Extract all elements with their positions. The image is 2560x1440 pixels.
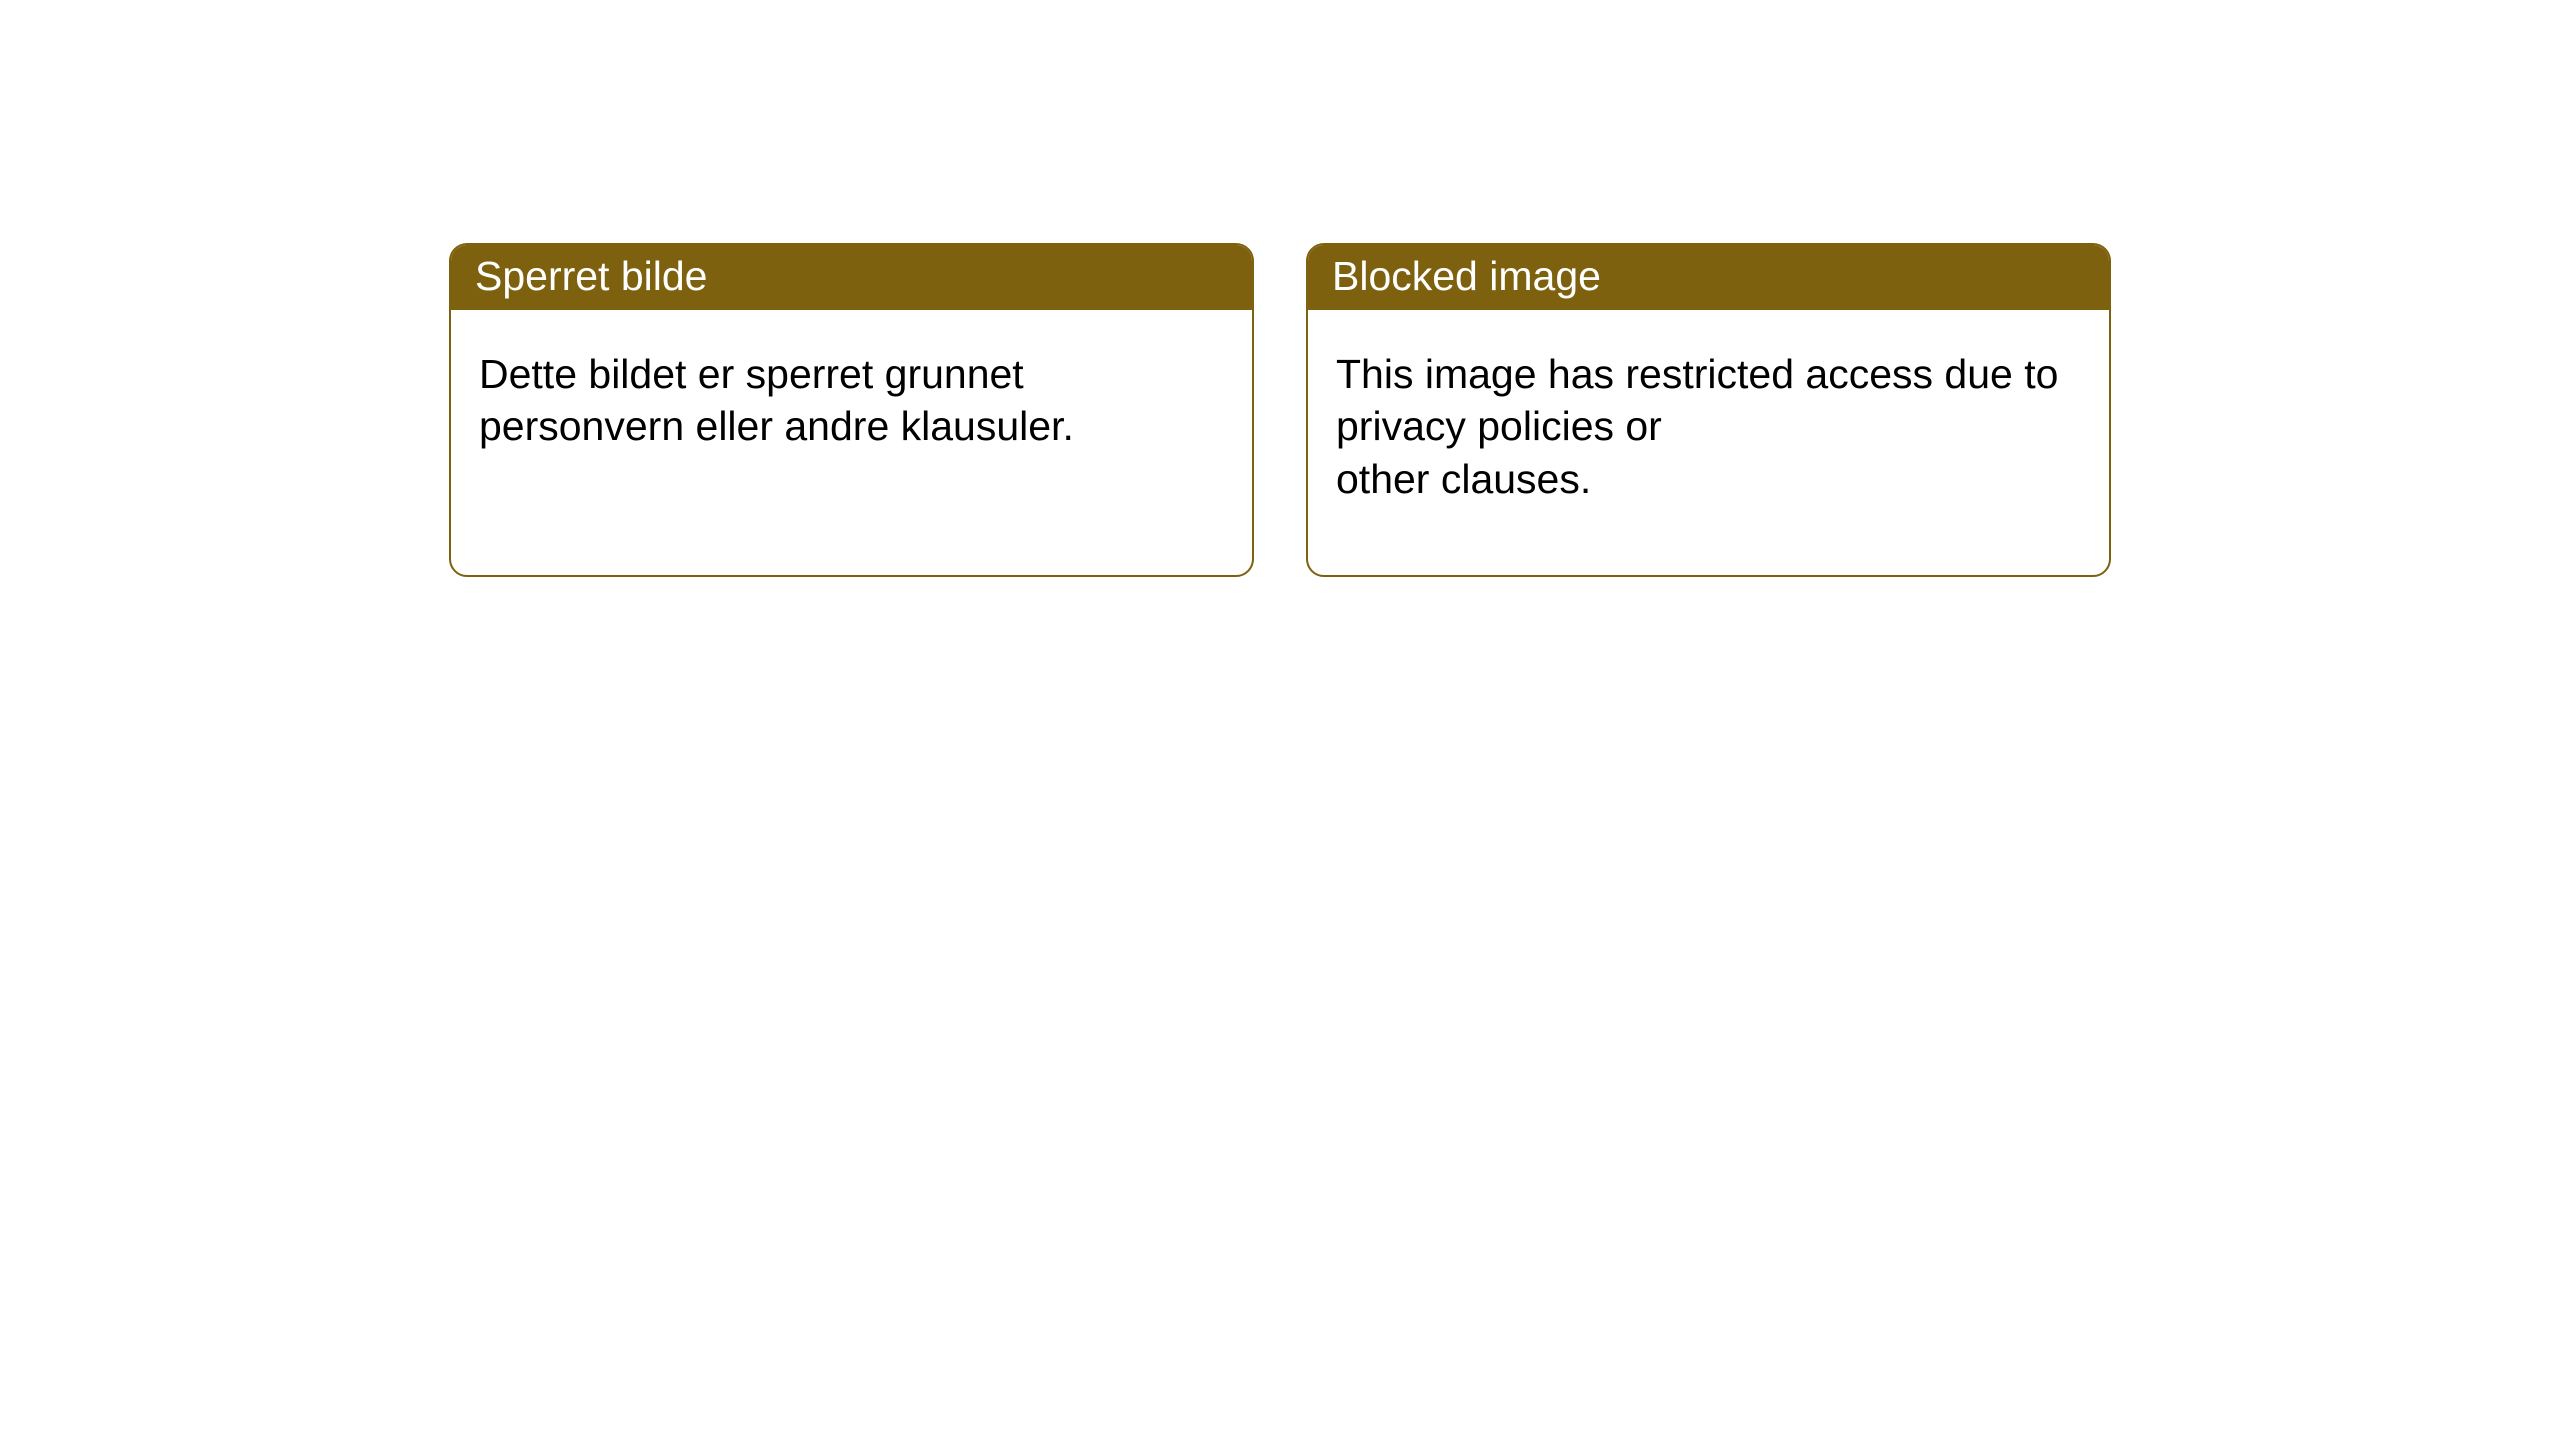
card-header-text: Sperret bilde <box>475 253 707 299</box>
card-header: Blocked image <box>1308 245 2109 310</box>
notice-cards-container: Sperret bilde Dette bildet er sperret gr… <box>0 0 2560 577</box>
notice-card-english: Blocked image This image has restricted … <box>1306 243 2111 577</box>
card-body-text: This image has restricted access due to … <box>1336 351 2058 502</box>
notice-card-norwegian: Sperret bilde Dette bildet er sperret gr… <box>449 243 1254 577</box>
card-body: Dette bildet er sperret grunnet personve… <box>451 310 1252 481</box>
card-header-text: Blocked image <box>1332 253 1601 299</box>
card-body-text: Dette bildet er sperret grunnet personve… <box>479 351 1074 449</box>
card-body: This image has restricted access due to … <box>1308 310 2109 533</box>
card-header: Sperret bilde <box>451 245 1252 310</box>
